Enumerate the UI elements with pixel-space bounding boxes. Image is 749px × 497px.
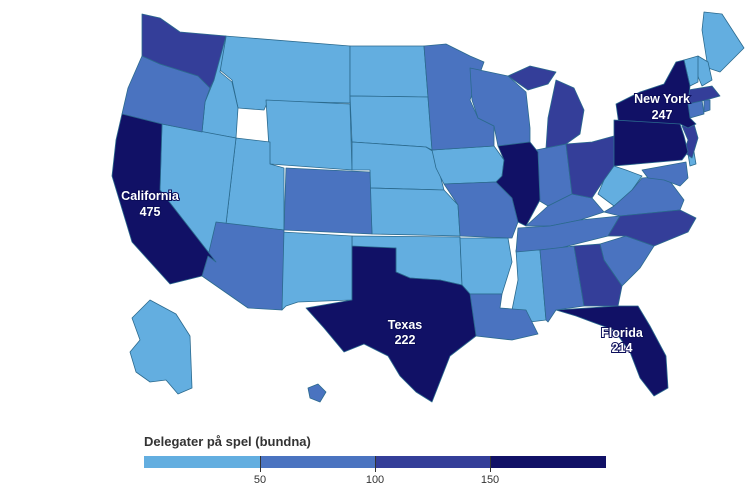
- state-michigan[interactable]: [545, 79, 585, 149]
- state-maryland[interactable]: [641, 161, 689, 187]
- label-texas-name: Texas: [388, 318, 423, 332]
- state-kansas[interactable]: [369, 187, 461, 237]
- legend-tick-50: [260, 456, 261, 472]
- state-colorado[interactable]: [283, 167, 373, 235]
- legend-tick-label-50: 50: [253, 474, 267, 486]
- state-texas[interactable]: [305, 245, 477, 403]
- label-florida-value: 214: [612, 341, 633, 355]
- state-maine[interactable]: [701, 11, 745, 73]
- state-north-dakota[interactable]: [349, 45, 429, 98]
- label-new-york-name: New York: [634, 92, 690, 106]
- state-florida[interactable]: [555, 305, 669, 397]
- state-georgia[interactable]: [573, 243, 623, 307]
- state-michigan-upper[interactable]: [507, 65, 557, 91]
- tier-darkest: [111, 59, 697, 403]
- tier-dark: [141, 13, 721, 307]
- state-washington[interactable]: [141, 13, 227, 89]
- us-choropleth-map: California 475 Texas 222 New York 247 Fl…: [111, 11, 745, 403]
- label-california-name: California: [121, 189, 180, 203]
- label-new-york-value: 247: [652, 108, 673, 122]
- legend-segment-1: [144, 456, 260, 468]
- legend-segment-2: [260, 456, 375, 468]
- state-new-mexico[interactable]: [281, 231, 353, 311]
- state-alaska[interactable]: [129, 299, 193, 395]
- state-illinois[interactable]: [495, 141, 541, 227]
- legend-tick-label-100: 100: [365, 474, 385, 486]
- state-idaho[interactable]: [201, 35, 239, 139]
- state-north-carolina[interactable]: [607, 209, 697, 247]
- state-south-dakota[interactable]: [349, 95, 433, 151]
- state-pennsylvania[interactable]: [613, 119, 689, 167]
- label-texas-value: 222: [395, 333, 416, 347]
- legend-segment-3: [375, 456, 490, 468]
- state-arkansas[interactable]: [459, 237, 513, 295]
- color-legend: 50 100 150: [144, 456, 606, 486]
- state-california[interactable]: [111, 113, 217, 285]
- legend-tick-label-150: 150: [480, 474, 500, 486]
- state-wyoming[interactable]: [265, 99, 353, 171]
- state-iowa[interactable]: [431, 145, 505, 185]
- legend-tick-150: [490, 456, 491, 472]
- label-california-value: 475: [140, 205, 161, 219]
- state-louisiana[interactable]: [469, 293, 539, 341]
- legend-tick-100: [375, 456, 376, 472]
- label-florida-name: Florida: [601, 326, 644, 340]
- tier-mid: [121, 43, 711, 403]
- state-rhode-island[interactable]: [703, 99, 711, 113]
- legend-segment-4: [490, 456, 606, 468]
- state-montana[interactable]: [219, 35, 351, 111]
- state-ohio[interactable]: [565, 135, 615, 199]
- legend-title: Delegater på spel (bundna): [144, 434, 311, 449]
- state-hawaii[interactable]: [307, 383, 327, 403]
